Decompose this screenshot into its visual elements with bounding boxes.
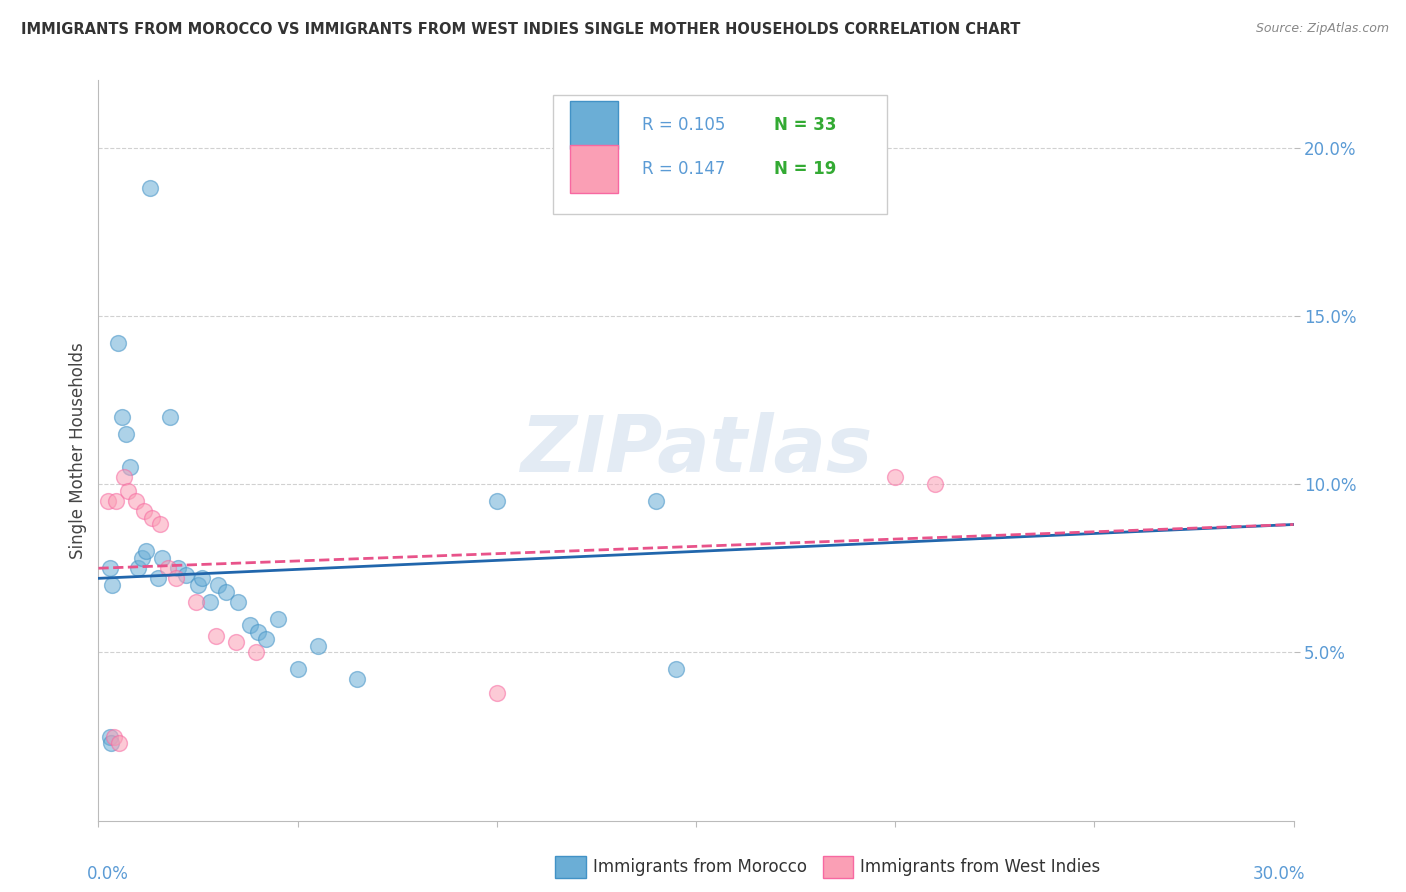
Point: [287, 662, 309, 676]
Point: [884, 470, 907, 484]
Text: ZIPatlas: ZIPatlas: [520, 412, 872, 489]
Point: [127, 561, 149, 575]
Text: IMMIGRANTS FROM MOROCCO VS IMMIGRANTS FROM WEST INDIES SINGLE MOTHER HOUSEHOLDS : IMMIGRANTS FROM MOROCCO VS IMMIGRANTS FR…: [21, 22, 1021, 37]
Point: [246, 625, 269, 640]
Point: [115, 426, 138, 441]
Point: [135, 544, 157, 558]
Point: [198, 595, 221, 609]
Point: [100, 736, 122, 750]
Point: [254, 632, 277, 646]
Point: [125, 494, 148, 508]
Point: [149, 517, 172, 532]
Point: [141, 510, 163, 524]
FancyBboxPatch shape: [553, 95, 887, 213]
Point: [346, 673, 368, 687]
Point: [267, 612, 290, 626]
Point: [101, 578, 124, 592]
FancyBboxPatch shape: [571, 145, 619, 194]
Point: [103, 730, 125, 744]
Point: [111, 409, 134, 424]
Point: [226, 595, 249, 609]
Text: Immigrants from Morocco: Immigrants from Morocco: [593, 858, 807, 876]
Text: R = 0.105: R = 0.105: [643, 116, 725, 134]
Point: [174, 568, 197, 582]
Point: [187, 578, 209, 592]
Point: [215, 584, 238, 599]
Point: [159, 409, 181, 424]
Point: [191, 571, 214, 585]
Point: [205, 628, 228, 642]
Y-axis label: Single Mother Households: Single Mother Households: [69, 343, 87, 558]
Text: N = 33: N = 33: [773, 116, 837, 134]
Point: [97, 494, 120, 508]
Point: [924, 477, 946, 491]
Point: [157, 561, 180, 575]
Text: 0.0%: 0.0%: [87, 865, 128, 883]
Point: [665, 662, 688, 676]
Point: [98, 730, 121, 744]
Point: [107, 335, 129, 350]
Point: [225, 635, 247, 649]
Point: [150, 551, 173, 566]
Point: [485, 494, 508, 508]
Point: [645, 494, 668, 508]
Point: [112, 470, 135, 484]
Point: [167, 561, 190, 575]
Point: [98, 561, 122, 575]
Text: R = 0.147: R = 0.147: [643, 161, 725, 178]
FancyBboxPatch shape: [571, 101, 619, 149]
Text: Immigrants from West Indies: Immigrants from West Indies: [860, 858, 1101, 876]
Point: [105, 494, 128, 508]
Point: [245, 645, 267, 659]
Point: [307, 639, 329, 653]
Point: [117, 483, 139, 498]
Point: [134, 504, 156, 518]
Point: [139, 181, 162, 195]
Point: [131, 551, 153, 566]
Point: [120, 460, 142, 475]
Text: Source: ZipAtlas.com: Source: ZipAtlas.com: [1256, 22, 1389, 36]
Point: [165, 571, 187, 585]
Point: [148, 571, 170, 585]
Point: [485, 686, 508, 700]
Point: [239, 618, 262, 632]
Point: [108, 736, 131, 750]
Point: [207, 578, 229, 592]
Text: N = 19: N = 19: [773, 161, 837, 178]
Text: 30.0%: 30.0%: [1253, 865, 1306, 883]
Point: [184, 595, 207, 609]
